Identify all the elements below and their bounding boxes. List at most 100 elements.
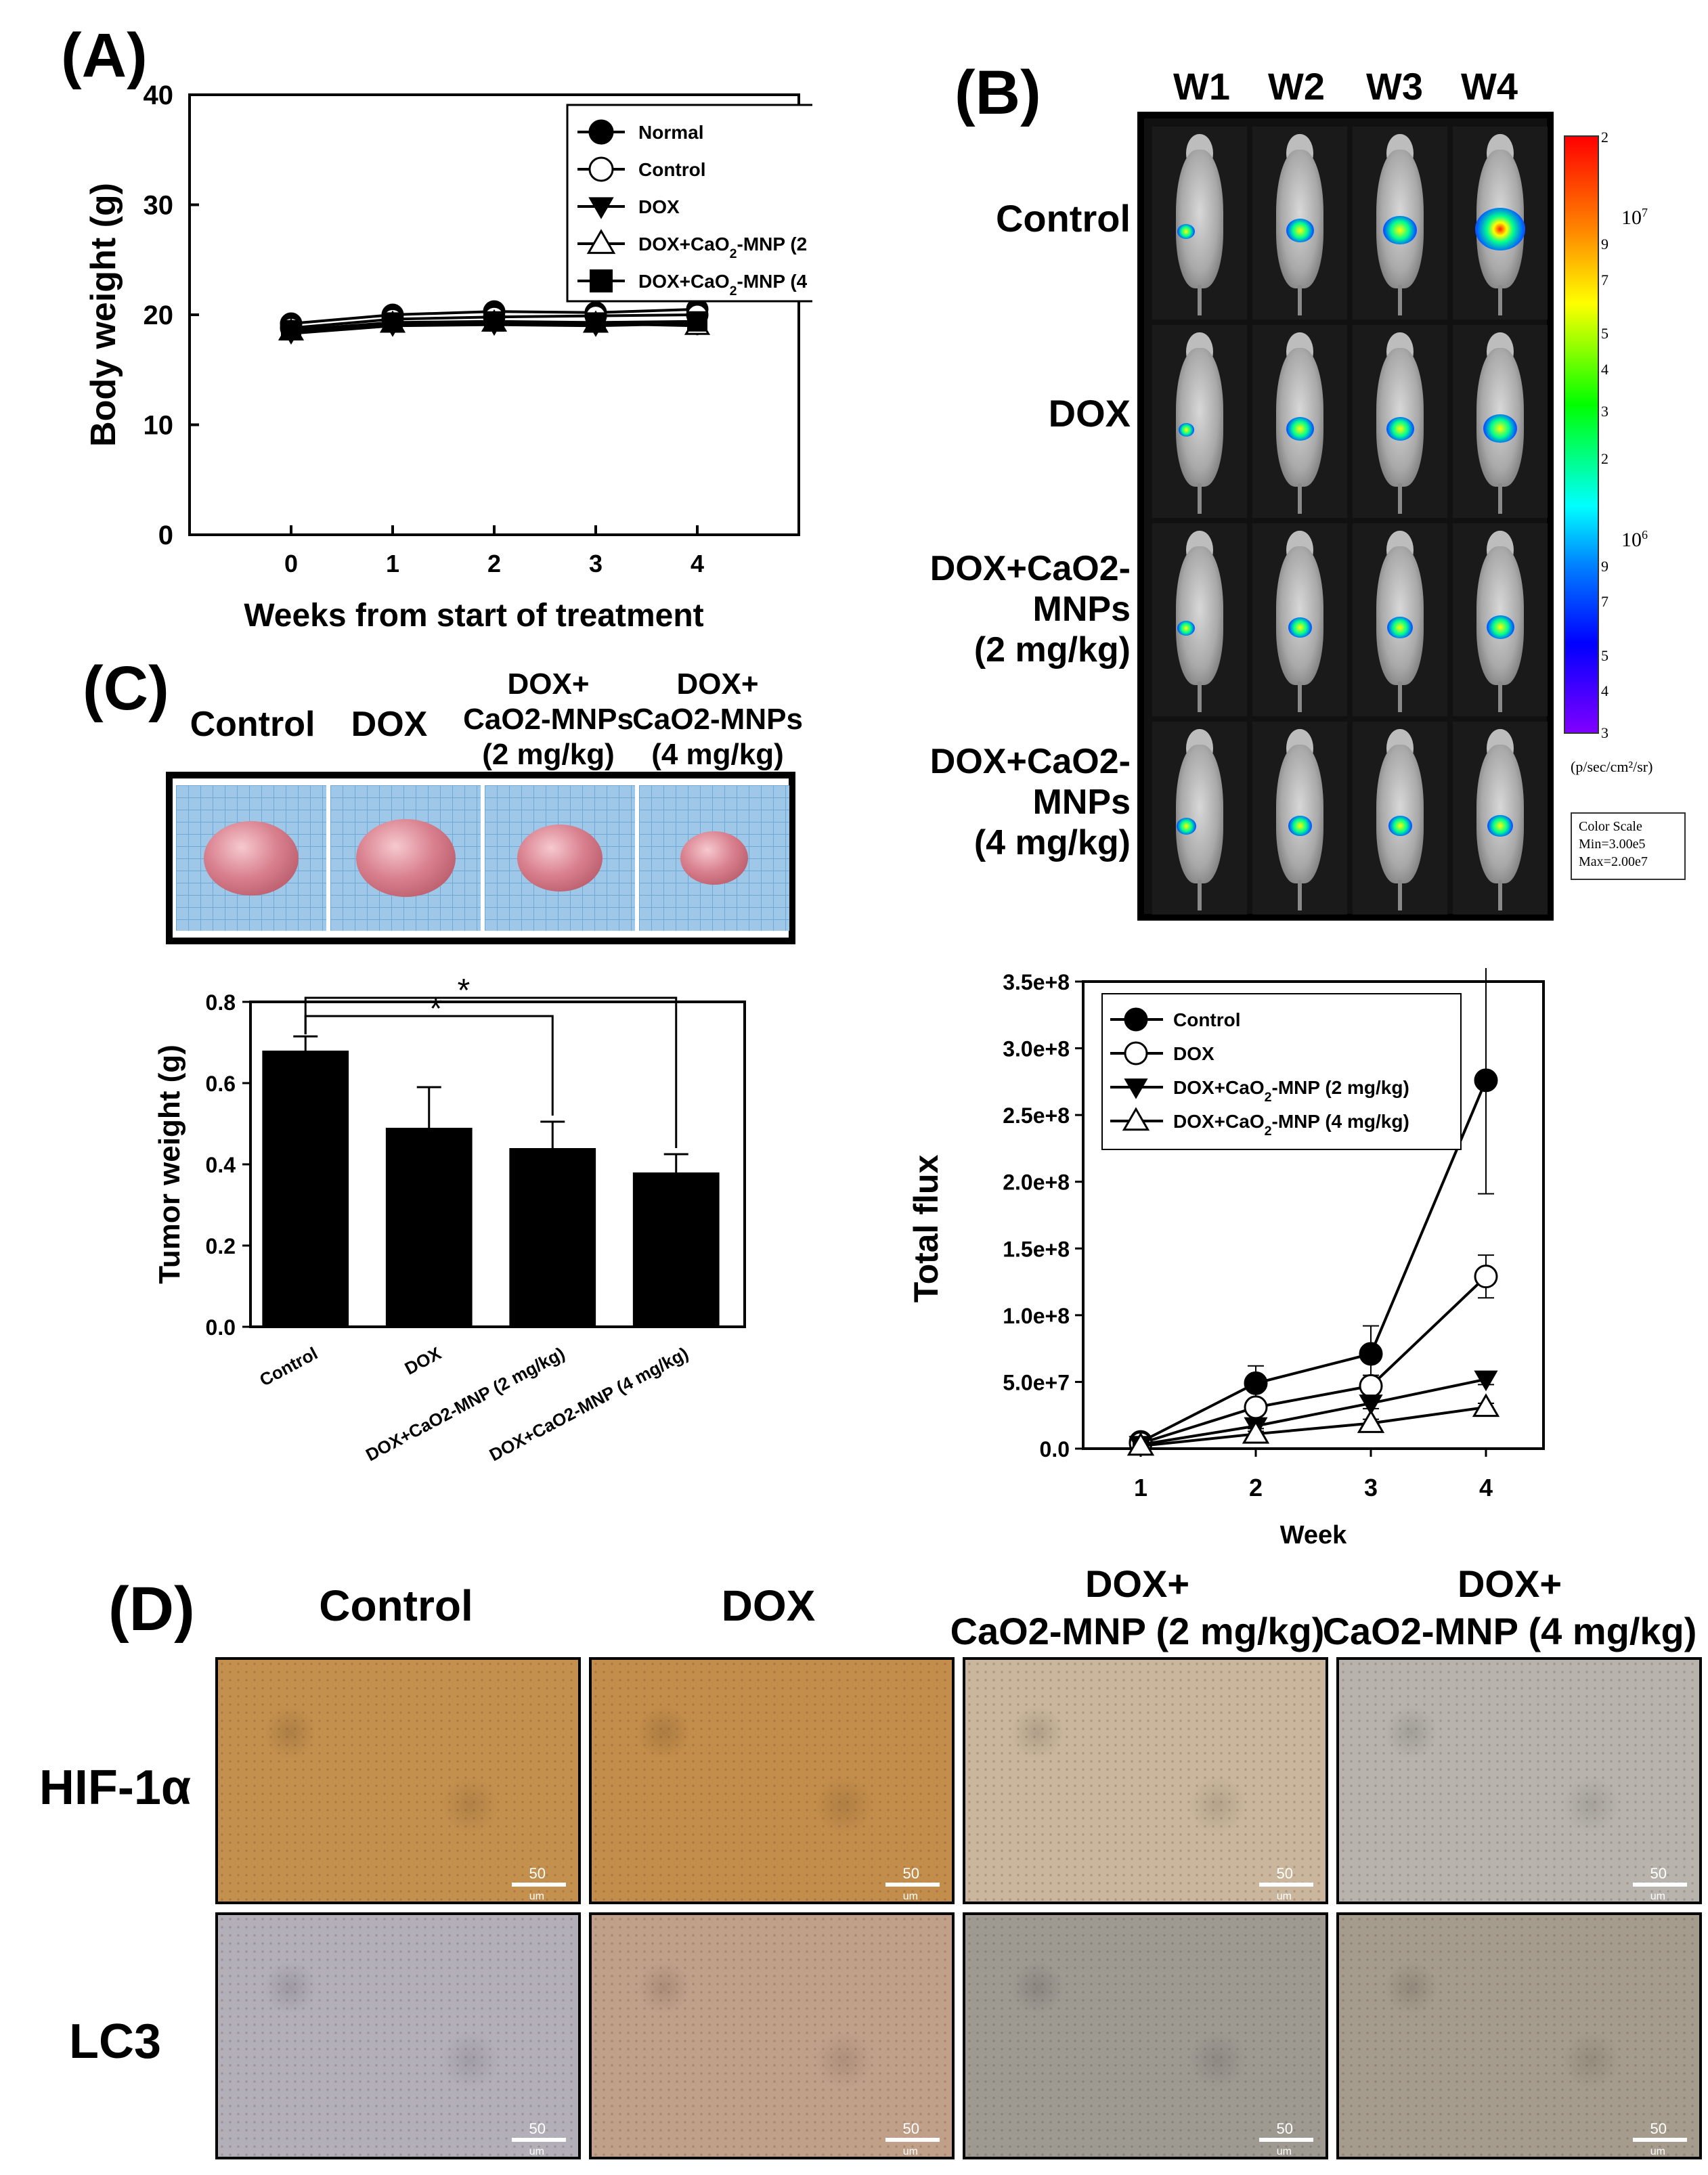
significance-star: *: [429, 991, 442, 1027]
scale-bar-unit: um: [902, 2146, 918, 2157]
legend-label: DOX+CaO2-MNP (2 mg/kg): [1173, 1077, 1409, 1105]
scale-bar: [512, 2138, 566, 2142]
tumor: [355, 818, 456, 898]
scale-bar: [885, 2138, 940, 2142]
imaging-row-label-dox-cao2-4: DOX+CaO2- MNPs (4 mg/kg): [880, 741, 1131, 863]
colorbar-tick-label: 9: [1601, 236, 1608, 253]
scale-bar: [1259, 2138, 1313, 2142]
ihc-image: 50 um: [1336, 1657, 1702, 1904]
y-tick-label: 0.0: [1040, 1437, 1070, 1462]
tumor: [204, 820, 299, 896]
mouse-tail: [1398, 681, 1402, 713]
mouse-tail: [1198, 483, 1202, 514]
bioluminescence-signal: [1177, 223, 1195, 239]
colorbar-tick-label: 5: [1601, 325, 1608, 343]
bioluminescence-signal: [1383, 215, 1417, 245]
ihc-header-cao2-4: DOX+ CaO2-MNP (4 mg/kg): [1320, 1560, 1699, 1655]
imaging-row-label-line: (4 mg/kg): [973, 823, 1131, 862]
bioluminescence-signal: [1388, 816, 1412, 836]
mouse-image: [1252, 127, 1347, 320]
tumor-photo-strip: [166, 772, 795, 944]
mouse-tail: [1298, 879, 1302, 911]
mouse-tail: [1198, 284, 1202, 316]
marker-open-circle: [588, 156, 614, 182]
mouse-image: [1252, 722, 1347, 915]
bar: [262, 1051, 349, 1327]
week-label-w2: W2: [1268, 65, 1325, 108]
legend-label: DOX+CaO2-MNP (2 mg/kg): [638, 234, 812, 261]
colorbar-tick-label: 3: [1601, 724, 1608, 741]
scale-bar-label: 50: [1650, 1865, 1667, 1882]
y-tick-label: 0.4: [206, 1153, 236, 1177]
x-tick-label: 2: [487, 550, 501, 577]
y-tick-label: 40: [144, 81, 174, 110]
colorbar-tick-label: 4: [1601, 682, 1608, 700]
marker-filled-circle: [1244, 1371, 1268, 1395]
y-tick-label: 0.6: [206, 1072, 236, 1096]
marker-filled-circle: [588, 119, 614, 145]
y-tick-label: 30: [144, 191, 174, 221]
mouse-image: [1353, 523, 1447, 716]
scale-bar: [1259, 1883, 1313, 1887]
y-tick-label: 2.5e+8: [1003, 1103, 1070, 1128]
mouse-tail: [1298, 483, 1302, 514]
legend-label: DOX: [638, 196, 680, 217]
mouse-tail: [1198, 681, 1202, 713]
colorbar-unit: (p/sec/cm²/sr): [1571, 758, 1653, 775]
mouse-tail: [1498, 483, 1502, 514]
marker-filled-square: [586, 312, 606, 333]
colorbar-tick-label: 7: [1601, 593, 1608, 611]
ihc-image: 50 um: [963, 1912, 1328, 2159]
week-label-w1: W1: [1173, 65, 1230, 108]
mouse-body: [1276, 546, 1323, 686]
bioluminescence-signal: [1286, 219, 1314, 243]
tumor-photo: [176, 785, 326, 931]
panel-label-a: (A): [61, 21, 148, 90]
marker-open-circle: [1124, 1041, 1148, 1065]
mouse-tail: [1398, 284, 1402, 316]
mouse-body: [1176, 348, 1223, 487]
bioluminescence-signal: [1177, 620, 1195, 636]
ihc-header-line: CaO2-MNP (4 mg/kg): [1322, 1610, 1697, 1652]
marker-filled-triangle: [588, 197, 614, 219]
marker-open-circle: [1244, 1395, 1268, 1420]
y-tick-label: 0.8: [206, 990, 236, 1015]
ihc-image: 50 um: [215, 1657, 581, 1904]
x-tick-label: Control: [256, 1343, 321, 1390]
scale-bar-unit: um: [1276, 2146, 1292, 2157]
x-tick-label: 2: [1249, 1474, 1263, 1501]
legend-label: DOX+CaO2-MNP (4 mg/kg): [638, 271, 812, 299]
significance-star: *: [458, 975, 470, 1009]
scale-bar-label: 50: [1276, 1865, 1293, 1882]
imaging-row-label-dox: DOX: [1048, 392, 1131, 435]
tumor-header-line: (4 mg/kg): [651, 738, 784, 771]
mouse-image: [1353, 722, 1447, 915]
scale-bar-unit: um: [1650, 1891, 1665, 1902]
marker-open-triangle: [1357, 1409, 1385, 1433]
colorbar-tick-label: 106: [1621, 527, 1648, 551]
scale-bar-unit: um: [902, 1891, 918, 1902]
marker-filled-triangle: [1124, 1078, 1148, 1099]
imaging-row-label-line: MNPs: [1032, 783, 1131, 822]
panel-label-b: (B): [955, 58, 1041, 127]
tumor-header-line: DOX+: [676, 667, 759, 701]
marker-filled-circle: [1474, 1068, 1498, 1093]
y-tick-label: 1.0e+8: [1003, 1304, 1070, 1328]
y-tick-label: 3.5e+8: [1003, 970, 1070, 994]
mouse-image: [1152, 523, 1247, 716]
bioluminescence-signal: [1286, 417, 1314, 441]
color-scale-min: Min=3.00e5: [1579, 837, 1646, 852]
tumor-photo: [485, 785, 635, 931]
scale-bar-unit: um: [529, 1891, 544, 1902]
tumor-header-line: DOX+: [507, 667, 590, 701]
tumor-weight-chart: 0.0 0.2 0.4 0.6 0.8 Tumor weight (g) Control DO…: [153, 975, 746, 1465]
y-tick-label: 0.0: [206, 1315, 236, 1340]
colorbar-tick-label: 5: [1601, 646, 1608, 664]
bioluminescence-image-grid: [1137, 112, 1554, 921]
mouse-body: [1476, 745, 1524, 884]
marker-open-triangle: [1126, 1432, 1155, 1456]
week-label-w4: W4: [1461, 65, 1518, 108]
imaging-row-label-control: Control: [995, 197, 1131, 240]
imaging-row-label-dox-cao2-2: DOX+CaO2- MNPs (2 mg/kg): [880, 548, 1131, 670]
mouse-body: [1176, 150, 1223, 289]
